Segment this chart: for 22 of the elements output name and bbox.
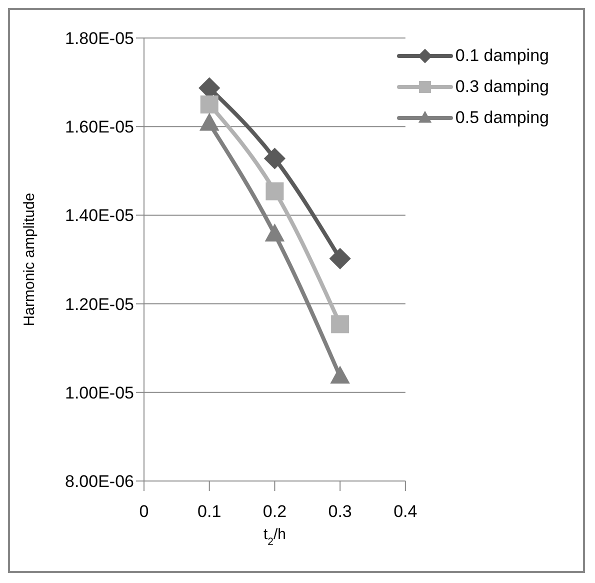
point bbox=[330, 366, 350, 384]
y-tick-label: 1.20E-05 bbox=[65, 294, 134, 314]
legend-label: 0.1 damping bbox=[455, 46, 549, 66]
point bbox=[331, 315, 350, 334]
y-tick-label: 8.00E-06 bbox=[65, 472, 134, 492]
y-axis-title: Harmonic amplitude bbox=[21, 192, 38, 326]
x-tick-label: 0.3 bbox=[328, 502, 352, 522]
point bbox=[329, 248, 351, 270]
point bbox=[264, 148, 286, 170]
y-tick-label: 1.00E-05 bbox=[65, 383, 134, 402]
legend-label: 0.5 damping bbox=[455, 108, 549, 128]
point bbox=[200, 95, 218, 114]
point bbox=[266, 182, 284, 200]
x-tick-label: 0 bbox=[139, 502, 149, 522]
y-tick-label: 1.60E-05 bbox=[65, 118, 134, 137]
x-tick-label: 0.1 bbox=[198, 502, 222, 522]
y-tick-label: 1.40E-05 bbox=[65, 206, 134, 226]
x-tick-label: 0.4 bbox=[394, 502, 418, 522]
y-tick-label: 1.80E-05 bbox=[65, 29, 134, 48]
x-tick-label: 0.2 bbox=[262, 502, 287, 522]
legend-label: 0.3 damping bbox=[455, 76, 549, 96]
x-axis-title: t$_{2}$/h bbox=[263, 526, 286, 548]
